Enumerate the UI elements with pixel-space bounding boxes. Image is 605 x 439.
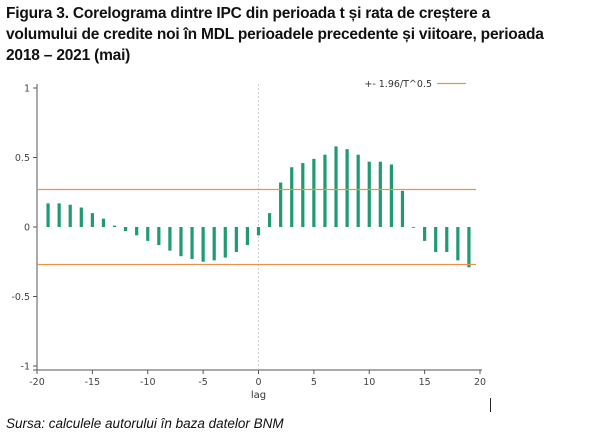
bar-lag--10 xyxy=(146,227,150,241)
bar-lag-16 xyxy=(434,227,438,253)
x-tick-label: 10 xyxy=(363,377,375,388)
y-tick-label: -1 xyxy=(21,362,30,373)
x-tick-label: -10 xyxy=(140,377,156,388)
bar-lag-18 xyxy=(456,227,460,261)
x-tick-label: -20 xyxy=(29,377,45,388)
x-tick-label: -15 xyxy=(85,377,101,388)
bar-lag--4 xyxy=(212,227,216,261)
bar-lag--18 xyxy=(57,203,61,227)
y-tick-label: 0 xyxy=(24,223,30,234)
bar-lag-2 xyxy=(279,182,283,227)
bar-lag--14 xyxy=(101,218,106,227)
bar-lag-6 xyxy=(323,154,327,227)
bar-lag-1 xyxy=(267,213,272,227)
bar-lag--5 xyxy=(201,227,205,262)
bar-lag-12 xyxy=(389,164,393,227)
bar-lag--16 xyxy=(79,207,83,227)
chart-title: Figura 3. Corelograma dintre IPC din per… xyxy=(6,5,544,64)
bar-lag-15 xyxy=(423,227,427,241)
bar-lag-13 xyxy=(400,190,405,227)
bar-lag-3 xyxy=(290,167,294,227)
bar-lag-9 xyxy=(356,154,360,227)
confidence-band-group xyxy=(37,188,476,266)
bar-lag-7 xyxy=(334,146,338,227)
bar-lag-8 xyxy=(345,149,349,227)
text-cursor xyxy=(490,398,491,412)
x-tick-label: -5 xyxy=(198,377,207,388)
bar-lag--1 xyxy=(245,227,250,246)
y-tick-label: 0.5 xyxy=(15,153,30,164)
bar-lag-11 xyxy=(378,161,382,227)
bar-lag--2 xyxy=(234,227,238,253)
bar-lag--11 xyxy=(135,227,139,236)
tick-labels-group: 1 0.5 0 -0.5 -1 -20 -15 -10 -5 0 5 10 15 20 xyxy=(11,84,486,389)
bar-lag-19 xyxy=(467,227,471,268)
x-axis-label: lag xyxy=(251,390,266,401)
x-tick-label: 15 xyxy=(419,377,431,388)
x-tick-label: 0 xyxy=(255,377,261,388)
source-note: Sursa: calculele autorului în baza datel… xyxy=(6,416,284,431)
bar-lag--3 xyxy=(223,227,227,258)
y-tick-label: -0.5 xyxy=(11,292,30,303)
bar-lag--15 xyxy=(90,213,94,227)
bar-lag-0 xyxy=(256,227,261,236)
bar-lag--7 xyxy=(179,227,183,257)
bar-lag-14 xyxy=(411,227,416,228)
x-tick-label: 20 xyxy=(474,377,486,388)
bar-lag-17 xyxy=(445,227,449,253)
bar-lag-10 xyxy=(367,161,371,227)
x-tick-label: 5 xyxy=(311,377,317,388)
bar-lag--17 xyxy=(68,204,72,227)
legend-label: +- 1.96/T^0.5 xyxy=(364,79,432,90)
bar-lag-4 xyxy=(301,163,305,227)
bar-lag--9 xyxy=(157,227,161,246)
bar-lag--19 xyxy=(46,203,50,227)
axes-frame xyxy=(33,84,482,374)
bar-lag--6 xyxy=(190,227,194,259)
legend: +- 1.96/T^0.5 xyxy=(364,79,466,90)
y-tick-label: 1 xyxy=(24,84,30,95)
bar-lag--13 xyxy=(112,225,117,227)
bar-lag--8 xyxy=(168,227,172,251)
bars-group xyxy=(46,146,471,268)
bar-lag-5 xyxy=(312,158,316,227)
bar-lag--12 xyxy=(124,227,128,232)
